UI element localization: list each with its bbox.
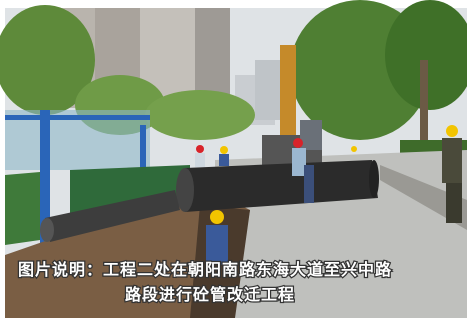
- page: 图片说明：工程二处在朝阳南路东海大道至兴中路 路段进行砼管改迁工程 (() =>…: [0, 0, 467, 318]
- photo: 图片说明：工程二处在朝阳南路东海大道至兴中路 路段进行砼管改迁工程: [0, 0, 467, 318]
- caption-line: 路段进行砼管改迁工程: [125, 285, 295, 304]
- caption-line: 图片说明：工程二处在朝阳南路东海大道至兴中路: [18, 260, 392, 279]
